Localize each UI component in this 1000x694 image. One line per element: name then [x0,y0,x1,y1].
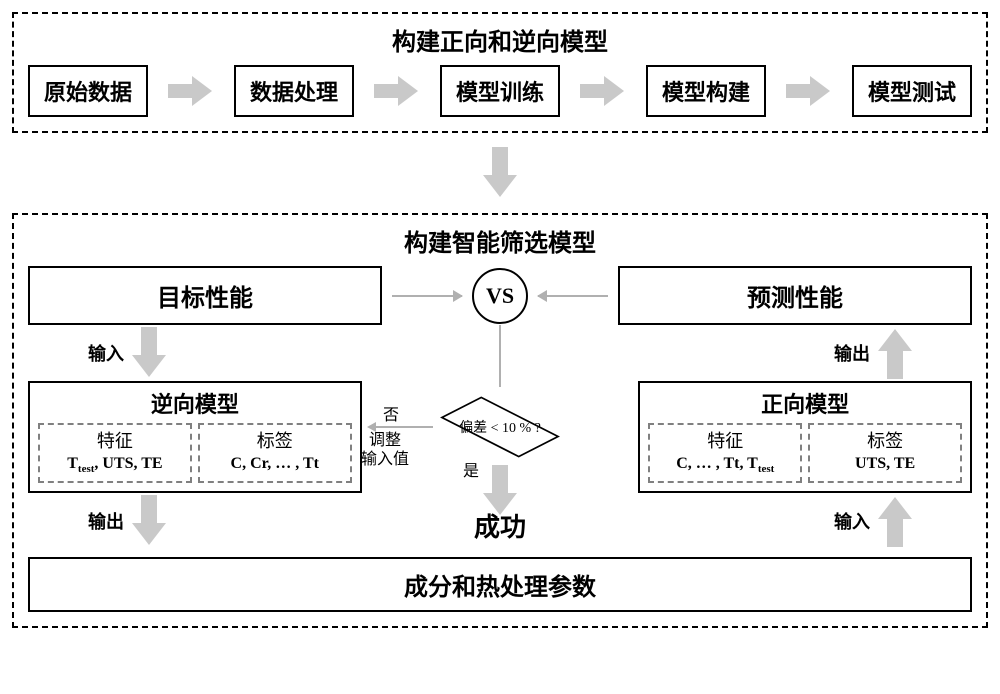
inverse-label-head: 标签 [204,427,346,453]
step-model-build: 模型构建 [646,65,766,117]
output-label: 输出 [834,340,870,366]
target-performance-box: 目标性能 [28,266,382,325]
inverse-model-box: 逆向模型 特征 Ttest, UTS, TE 标签 C, Cr, … , Tt [28,381,362,493]
connector-right [538,295,608,297]
connector-left [392,295,462,297]
inverse-column: 输入 逆向模型 特征 Ttest, UTS, TE 标签 C, Cr, … , … [28,325,362,549]
arrow-right-icon [578,76,628,106]
decision-text: 偏差 < 10 % ? [459,417,541,437]
forward-label-cell: 标签 UTS, TE [808,423,962,483]
arrow-right-icon [372,76,422,106]
decision-column: 偏差 < 10 % ? 否 调整输入值 是 成功 [372,325,629,549]
connector-vertical [499,325,501,387]
composition-params-box: 成分和热处理参数 [28,557,972,612]
arrow-up-icon [878,327,912,379]
inverse-feature-body: Ttest, UTS, TE [44,455,186,475]
vs-circle: VS [472,268,528,324]
input-label: 输入 [834,508,870,534]
forward-feature-head: 特征 [654,427,796,453]
bottom-panel-title: 构建智能筛选模型 [28,223,972,258]
forward-model-title: 正向模型 [648,387,962,419]
arrow-up-icon [878,495,912,547]
input-arrow-right: 输入 [834,493,912,549]
adjust-label: 调整输入值 [361,431,409,469]
no-label: 否 [383,401,399,425]
inverse-feature-head: 特征 [44,427,186,453]
step-raw-data: 原始数据 [28,65,148,117]
decision-diamond: 偏差 < 10 % ? 否 调整输入值 是 [435,395,565,459]
step-model-test: 模型测试 [852,65,972,117]
forward-label-body: UTS, TE [814,455,956,473]
predict-performance-box: 预测性能 [618,266,972,325]
inverse-label-cell: 标签 C, Cr, … , Tt [198,423,352,483]
top-panel: 构建正向和逆向模型 原始数据 数据处理 模型训练 模型构建 模型测试 [12,12,988,133]
output-arrow-right: 输出 [834,325,912,381]
inverse-feature-cell: 特征 Ttest, UTS, TE [38,423,192,483]
models-row: 输入 逆向模型 特征 Ttest, UTS, TE 标签 C, Cr, … , … [28,325,972,549]
input-arrow-left: 输入 [88,325,166,381]
no-arrow-left [375,426,433,428]
step-data-process: 数据处理 [234,65,354,117]
forward-model-box: 正向模型 特征 C, … , Tt, Ttest 标签 UTS, TE [638,381,972,493]
arrow-right-icon [166,76,216,106]
forward-column: 输出 正向模型 特征 C, … , Tt, Ttest 标签 UTS, TE [638,325,972,549]
output-arrow-left: 输出 [88,493,166,549]
arrow-down-icon [483,147,517,199]
arrow-down-icon [483,465,517,505]
forward-label-head: 标签 [814,427,956,453]
performance-row: 目标性能 VS 预测性能 [28,266,972,325]
forward-feature-cell: 特征 C, … , Tt, Ttest [648,423,802,483]
arrow-down-icon [132,495,166,547]
input-label: 输入 [88,340,124,366]
output-label: 输出 [88,508,124,534]
inverse-label-body: C, Cr, … , Tt [204,455,346,473]
inverse-model-title: 逆向模型 [38,387,352,419]
top-panel-title: 构建正向和逆向模型 [28,22,972,57]
bottom-panel: 构建智能筛选模型 目标性能 VS 预测性能 输入 逆向模型 特征 Ttest, … [12,213,988,628]
yes-label: 是 [463,457,479,481]
pipeline-row: 原始数据 数据处理 模型训练 模型构建 模型测试 [28,65,972,117]
arrow-right-icon [784,76,834,106]
step-model-train: 模型训练 [440,65,560,117]
forward-feature-body: C, … , Tt, Ttest [654,455,796,475]
arrow-down-icon [132,327,166,379]
